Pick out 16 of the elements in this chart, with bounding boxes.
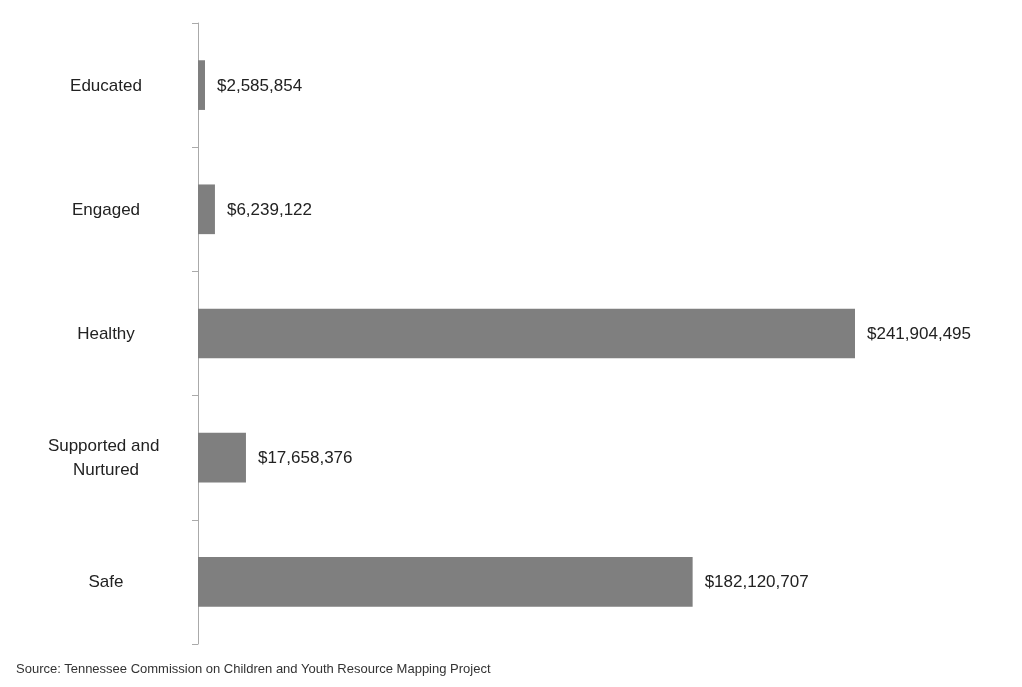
data-label: $6,239,122 — [226, 199, 313, 219]
bar — [198, 60, 206, 110]
data-label: $17,658,376 — [257, 448, 353, 468]
bar — [198, 432, 246, 483]
data-label: $182,120,707 — [704, 572, 809, 592]
data-label: $2,585,854 — [217, 75, 303, 95]
y-tick-label: Supported and Nurtured — [47, 436, 165, 480]
data-label: $241,904,495 — [867, 324, 971, 343]
source-note: Source: Tennessee Commission on Children and Youth Resource Mapping Project — [16, 661, 491, 676]
y-tick-label: Educated — [70, 75, 142, 95]
bar — [198, 557, 693, 607]
bar — [198, 308, 855, 359]
y-tick-label: Engaged — [71, 199, 141, 219]
y-tick-label: Safe — [88, 572, 124, 592]
bar — [198, 184, 215, 235]
y-tick-label: Healthy — [77, 324, 136, 343]
